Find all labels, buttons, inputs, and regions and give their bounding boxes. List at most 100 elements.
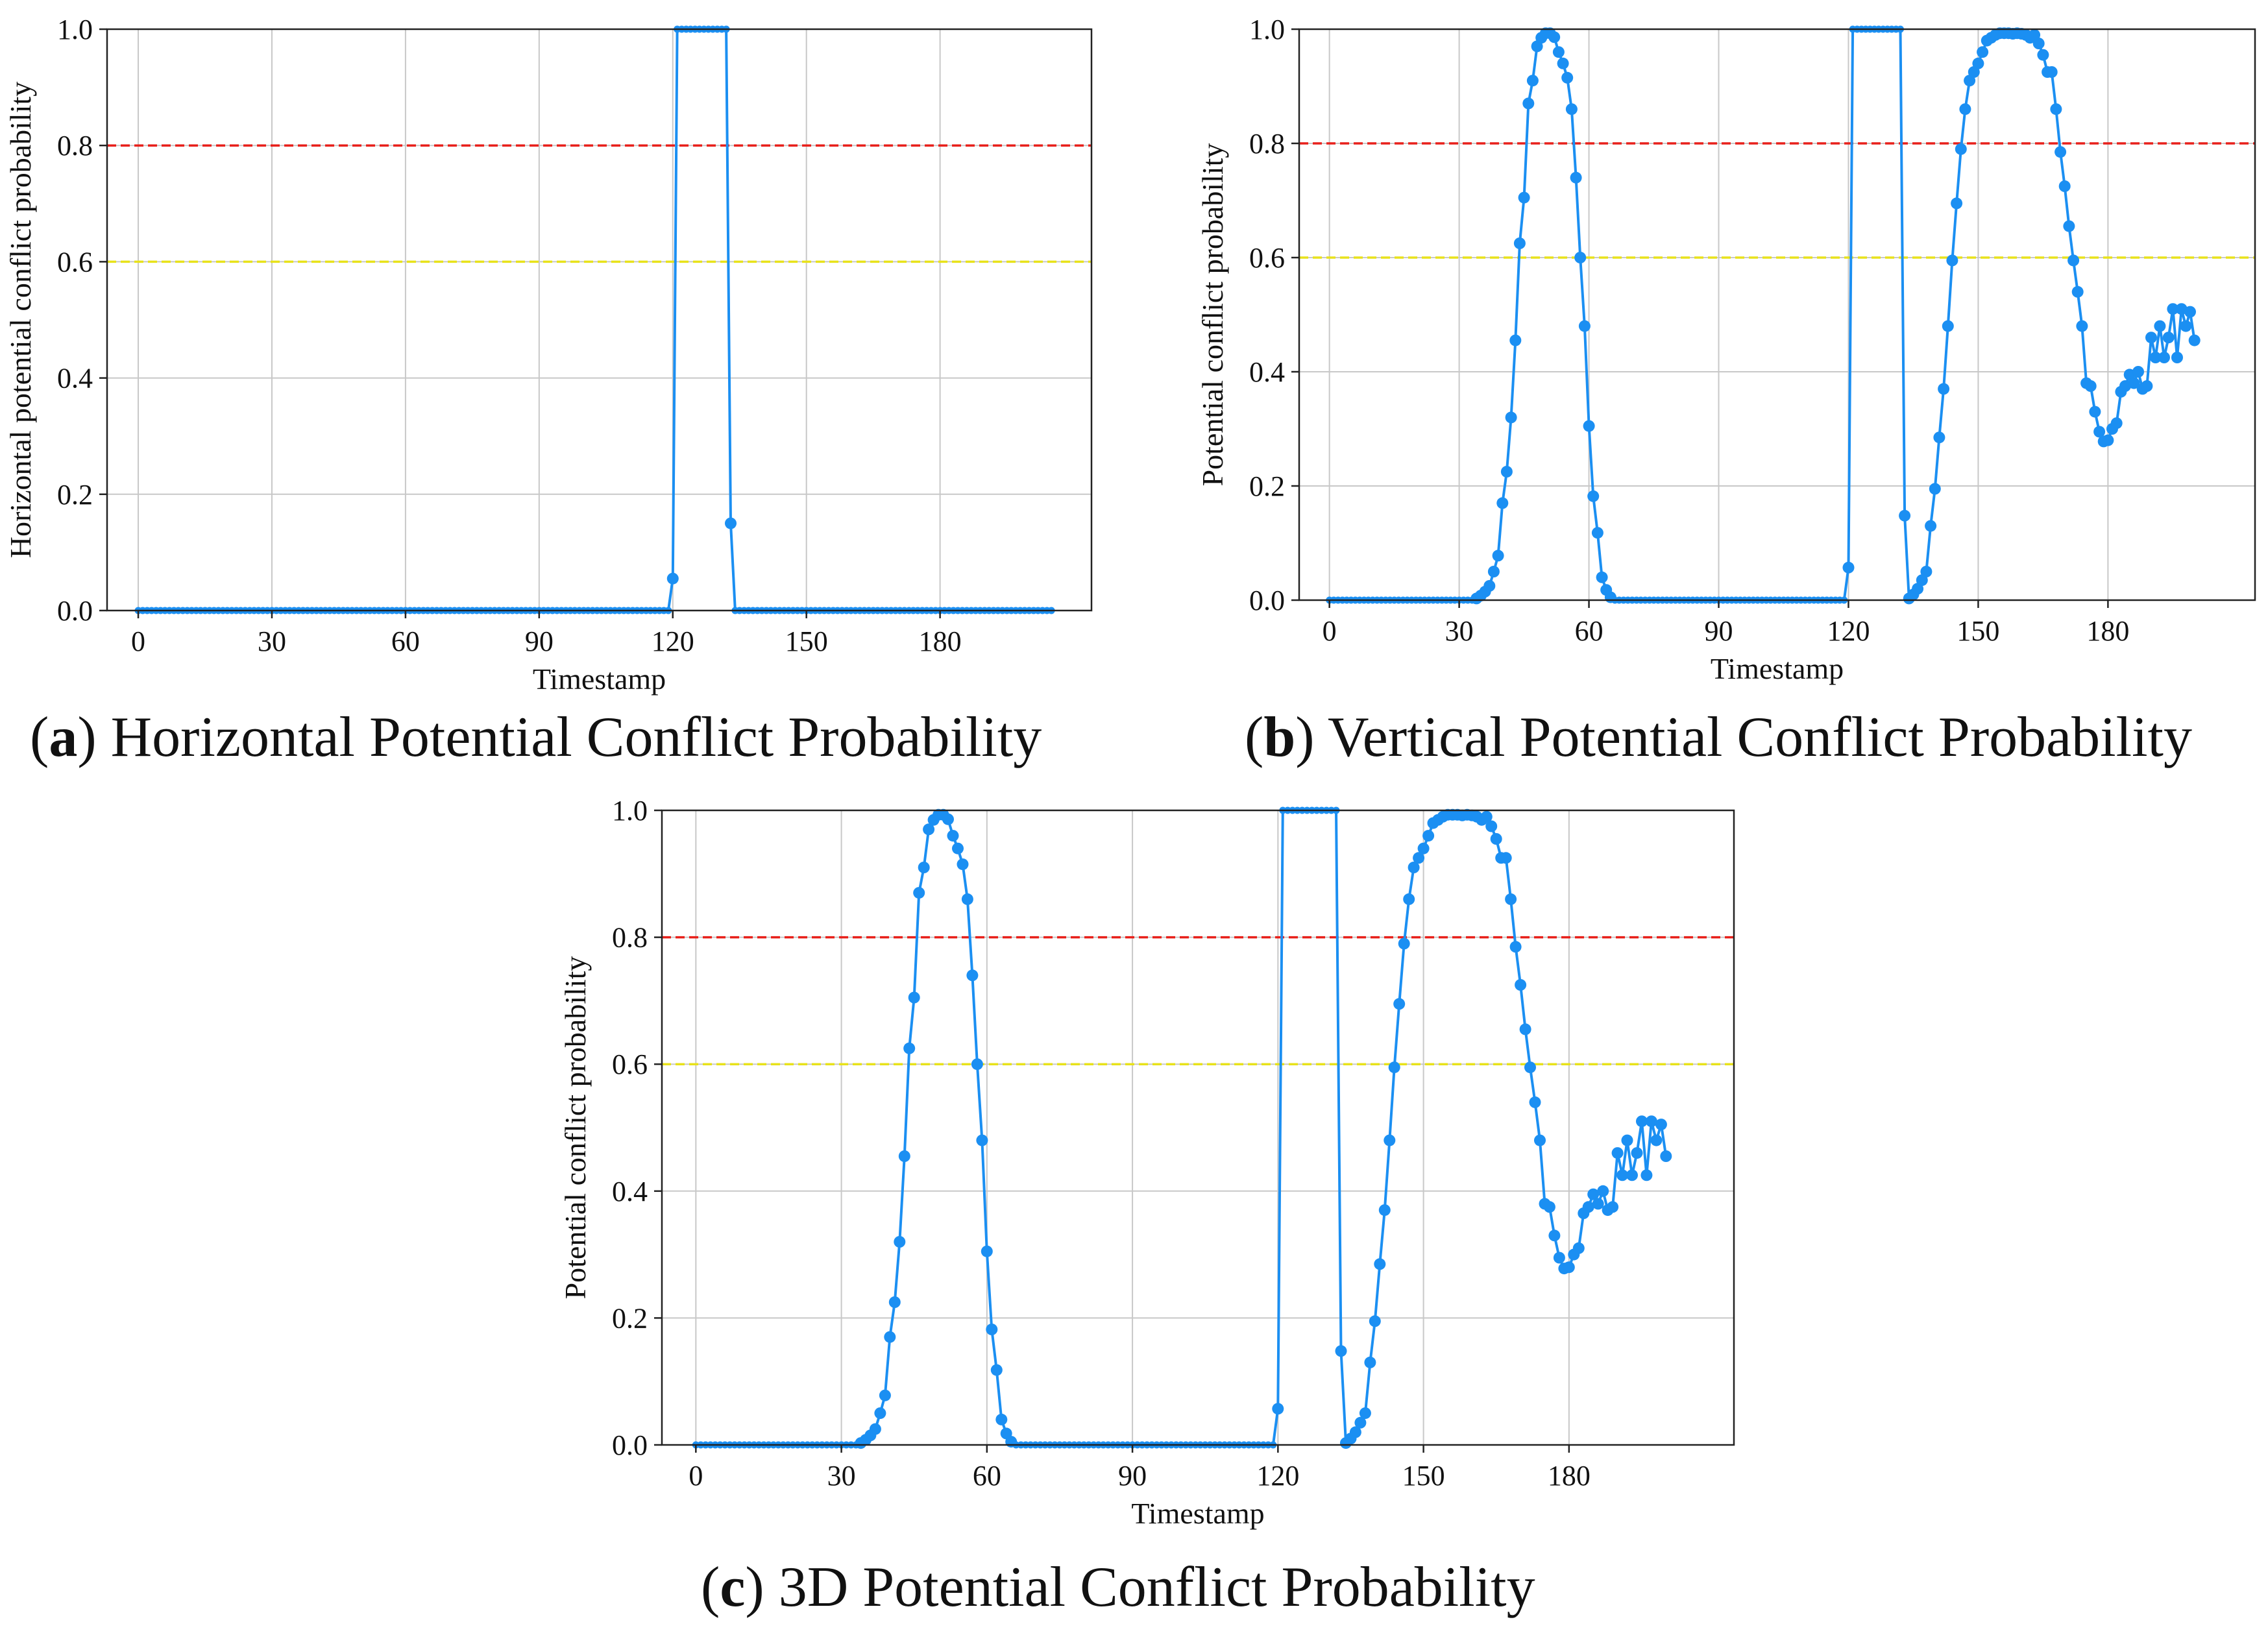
data-point [1413,852,1425,864]
chart-h: 0 30 60 90 120 150 180 0.0 0.2 0.4 0.6 0.8 1.0 Timest… [4,14,1093,696]
data-point [913,887,925,899]
data-point [1388,1061,1400,1074]
x-tick-label: 180 [1548,1460,1591,1492]
x-tick-label: 60 [973,1460,1001,1492]
x-tick-label: 120 [1827,615,1870,647]
data-point [1552,46,1565,58]
y-axis-label: Potential conflict probability [559,956,592,1300]
x-tick-label: 90 [1705,615,1733,647]
data-point [725,517,737,529]
data-point [898,1150,910,1162]
data-point [888,1296,901,1308]
data-point [2050,103,2062,115]
data-point [874,1407,886,1420]
data-point [1591,527,1603,539]
data-point [2063,220,2075,232]
y-tick-label: 0.0 [612,1429,648,1461]
data-point [971,1058,983,1071]
data-point [1349,1426,1361,1438]
x-tick-label: 60 [1575,615,1603,647]
x-tick-label: 150 [1957,615,1999,647]
data-point [1611,1147,1624,1159]
data-point [1272,1403,1284,1415]
data-point [1374,1258,1386,1270]
data-point [884,1331,896,1343]
data-point [1587,1188,1600,1200]
data-point [879,1389,891,1401]
caption-b-letter: b [1263,706,1296,769]
data-point [1487,566,1500,577]
data-point [1933,431,1945,444]
data-point [923,823,935,836]
y-tick-label: 0.6 [1249,242,1285,274]
data-point [1553,1252,1565,1264]
data-point [1364,1356,1376,1368]
data-point [1384,1134,1396,1146]
data-point [1938,383,1950,395]
data-point [1483,580,1496,592]
x-axis-label: Timestamp [533,662,666,696]
chart-v: 0 30 60 90 120 150 180 0.0 0.2 0.4 0.6 0.8 1.0 Timest… [1196,14,2256,685]
data-point [1480,810,1493,823]
data-point [1582,1201,1594,1213]
data-point [2128,377,2140,389]
data-point [1946,254,1958,267]
x-axis-label: Timestamp [1131,1497,1264,1530]
x-tick-label: 120 [1256,1460,1299,1492]
x-tick-label: 30 [827,1460,856,1492]
data-point [1925,520,1937,532]
data-point [976,1134,988,1146]
data-point [1492,550,1504,562]
data-point [1955,143,1967,155]
y-axis-label: Potential conflict probability [1196,143,1229,487]
data-point [1557,57,1569,69]
data-point [908,991,920,1004]
caption-c-letter: c [720,1556,746,1619]
data-point [1403,893,1415,905]
data-point [666,572,679,585]
data-point [1513,237,1526,249]
data-point [990,1364,1003,1376]
data-point [1972,57,1984,69]
data-point [1597,1185,1609,1197]
x-tick-label: 150 [1402,1460,1445,1492]
data-point [2188,334,2201,346]
data-point [1422,830,1435,842]
y-axis-label: Horizontal potential conflict probabilit… [4,82,37,559]
data-point [903,1042,916,1054]
data-point [961,893,973,905]
data-point [2145,332,2157,344]
data-point [1526,75,1539,87]
data-point [952,842,964,854]
data-point [2171,352,2183,363]
caption-a-letter: a [49,706,78,769]
y-tick-label: 0.6 [57,246,93,278]
data-point [1660,1150,1672,1162]
data-point [942,813,954,825]
data-point [1578,320,1591,332]
data-point [1509,941,1522,953]
data-point [1369,1315,1381,1327]
data-point [1519,1023,1531,1036]
data-point [1655,1119,1667,1131]
data-point [1929,483,1941,495]
data-point [1509,334,1522,346]
data-point [2158,352,2170,363]
x-tick-label: 30 [258,625,286,657]
y-tick-label: 1.0 [612,795,648,827]
data-point [2141,380,2153,392]
data-point [1529,1096,1541,1108]
data-point [2045,66,2058,78]
data-point [2162,332,2175,344]
data-point [1616,1169,1629,1181]
data-point [894,1236,906,1248]
data-point [986,1324,998,1335]
data-point [1842,561,1855,574]
data-point [1485,820,1498,832]
data-point [2055,146,2067,158]
data-point [1626,1169,1638,1181]
data-point [1920,566,1933,577]
caption-b-text: Vertical Potential Conflict Probability [1314,706,2192,769]
